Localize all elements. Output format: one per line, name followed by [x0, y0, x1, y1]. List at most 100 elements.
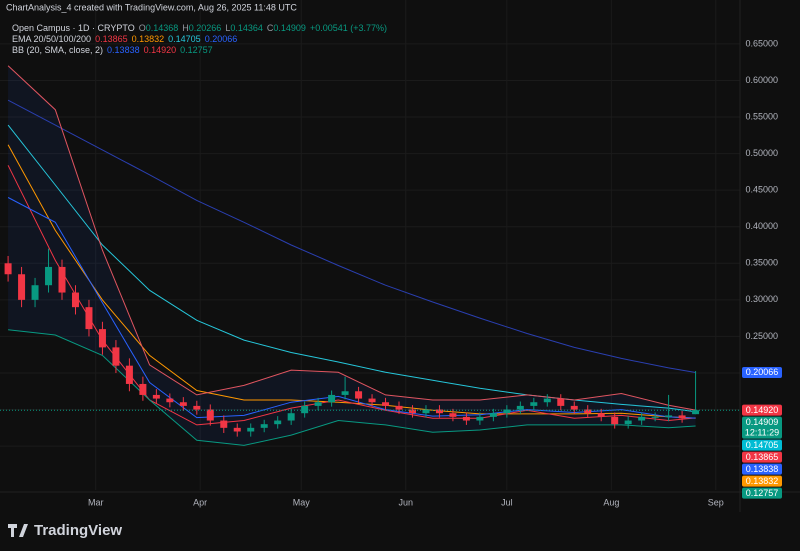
legend-item: 0.14364 [230, 23, 263, 33]
legend-item: 0.13832 [132, 34, 165, 44]
candle-body [85, 307, 93, 330]
legend-item: O [139, 23, 146, 33]
watermark: ChartAnalysis_4 created with TradingView… [6, 2, 297, 12]
candle-body [260, 424, 268, 428]
candle-body [462, 416, 470, 421]
legend-row: Open Campus · 1D · CRYPTO O0.14368 H0.2026… [12, 23, 387, 33]
candle-body [584, 409, 592, 414]
candle-body [651, 416, 659, 418]
price-tag [742, 451, 782, 463]
candle-body [193, 405, 201, 410]
y-tick-label: 0.30000 [745, 294, 778, 304]
legend-item: 0.14920 [144, 45, 177, 55]
x-tick-label: Jun [398, 497, 413, 507]
legend-item: 0.13838 [107, 45, 140, 55]
candle-body [233, 427, 241, 432]
candle-body [166, 398, 174, 403]
candle-body [31, 285, 39, 300]
y-tick-label: 0.25000 [745, 331, 778, 341]
candle-body [45, 266, 53, 286]
price-tag [742, 367, 782, 379]
candle-body [503, 409, 511, 414]
price-tag-label: 0.13865 [746, 452, 779, 462]
candle-body [301, 405, 309, 414]
legend-item: BB (20, SMA, close, 2) [12, 45, 103, 55]
candle-body [422, 409, 430, 414]
price-tag-label: 0.13832 [746, 476, 779, 486]
y-tick-label: 0.55000 [745, 111, 778, 121]
logo-icon [8, 524, 28, 537]
legend-item: Open Campus · 1D · CRYPTO [12, 23, 135, 33]
candle-body [557, 398, 565, 406]
price-tag-label: 0.14920 [746, 405, 779, 415]
candle-body [382, 402, 390, 406]
legend-item: L [225, 23, 230, 33]
candle-body [435, 409, 443, 414]
legend-row: EMA 20/50/100/200 0.13865 0.13832 0.14705 0.… [12, 34, 237, 44]
candle-body [314, 402, 322, 406]
price-tag-label: 0.14909 [746, 417, 779, 427]
price-tag [742, 439, 782, 451]
legend-item: 0.14368 [146, 23, 179, 33]
candle-body [530, 402, 538, 406]
candle-body [287, 413, 295, 421]
x-tick-label: Jul [501, 497, 513, 507]
price-tag-label: 0.12757 [746, 488, 779, 498]
legend-item: EMA 20/50/100/200 [12, 34, 91, 44]
candle-body [58, 266, 66, 293]
candle-body [152, 394, 160, 399]
price-tag-label: 0.14705 [746, 440, 779, 450]
x-tick-label: Aug [603, 497, 619, 507]
indicator-line [7, 65, 696, 411]
legend-item: 0.20066 [205, 34, 238, 44]
candle-body [355, 391, 363, 399]
x-tick-label: Sep [708, 497, 724, 507]
legend-item: 0.12757 [180, 45, 213, 55]
legend-item: 0.14909 [273, 23, 306, 33]
candle-body [449, 413, 457, 417]
band-fill [8, 65, 696, 446]
y-tick-label: 0.65000 [745, 38, 778, 48]
candle-body [125, 365, 133, 384]
price-tag [742, 475, 782, 487]
logo: TradingView [8, 522, 122, 539]
candle-body [489, 413, 497, 417]
candle-body [665, 415, 673, 417]
candle-body [395, 405, 403, 410]
legend-item: 0.13865 [95, 34, 128, 44]
candle-body [139, 383, 147, 395]
legend-row: BB (20, SMA, close, 2) 0.13838 0.14920 0.12… [12, 45, 213, 55]
x-tick-label: Apr [193, 497, 207, 507]
logo-text: TradingView [34, 522, 122, 539]
y-tick-label: 0.50000 [745, 148, 778, 158]
price-tag-time: 12:11:29 [745, 428, 779, 438]
legend-item: +0.00541 (+3.77%) [310, 23, 387, 33]
candle-body [4, 263, 12, 275]
candle-body [638, 416, 646, 421]
price-tag-label: 0.20066 [746, 367, 779, 377]
candle-body [516, 405, 524, 410]
price-tag [742, 487, 782, 499]
plot [0, 0, 740, 490]
legend-item: H [182, 23, 189, 33]
candle-body [368, 398, 376, 403]
candle-body [624, 420, 632, 425]
candle-body [476, 416, 484, 421]
y-tick-label: 0.60000 [745, 75, 778, 85]
candle-body [179, 402, 187, 406]
y-tick-label: 0.40000 [745, 221, 778, 231]
price-tag [742, 404, 782, 416]
candle-body [328, 394, 336, 403]
candle-body [112, 347, 120, 366]
candle-body [692, 410, 700, 415]
candle-body [274, 420, 282, 425]
candle-body [341, 391, 349, 395]
y-tick-label: 0.45000 [745, 185, 778, 195]
indicator-line [7, 99, 696, 373]
legend-item: 0.20266 [189, 23, 222, 33]
candle-body [206, 409, 214, 421]
x-tick-label: Mar [88, 497, 104, 507]
candle-body [597, 413, 605, 417]
